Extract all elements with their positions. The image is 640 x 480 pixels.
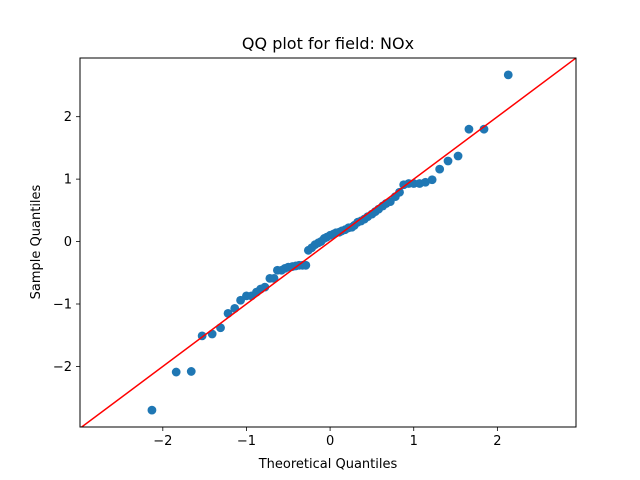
- data-point: [269, 274, 279, 283]
- x-axis: −2 −1 0 1 2: [153, 427, 502, 449]
- data-point: [435, 164, 445, 174]
- chart-title: QQ plot for field: NOx: [242, 34, 414, 53]
- data-point: [147, 405, 157, 415]
- data-point: [479, 124, 489, 134]
- y-tick-label: 2: [64, 110, 72, 125]
- data-point: [395, 187, 404, 197]
- y-axis: −2 −1 0 1 2: [53, 110, 80, 375]
- data-point: [171, 367, 181, 377]
- x-tick-label: 0: [326, 434, 334, 449]
- y-tick-label: 0: [64, 235, 72, 250]
- y-tick-label: −1: [53, 298, 72, 313]
- data-point: [443, 156, 453, 166]
- points-layer: [147, 70, 513, 415]
- x-axis-label: Theoretical Quantiles: [258, 457, 398, 472]
- data-point: [230, 303, 240, 313]
- x-tick-label: −1: [237, 434, 256, 449]
- data-point: [464, 124, 474, 134]
- data-point: [207, 329, 217, 339]
- data-point: [301, 260, 311, 270]
- y-axis-label: Sample Quantiles: [29, 184, 44, 299]
- data-point: [427, 175, 437, 185]
- data-point: [186, 367, 196, 376]
- x-tick-label: 2: [493, 434, 501, 449]
- y-tick-label: −2: [53, 360, 72, 375]
- x-tick-label: 1: [410, 434, 418, 449]
- data-point: [453, 151, 463, 161]
- data-point: [216, 323, 225, 333]
- y-tick-label: 1: [64, 173, 72, 188]
- data-point: [421, 177, 430, 187]
- x-tick-label: −2: [153, 434, 172, 449]
- plot-frame: [79, 57, 577, 428]
- data-point: [503, 70, 513, 80]
